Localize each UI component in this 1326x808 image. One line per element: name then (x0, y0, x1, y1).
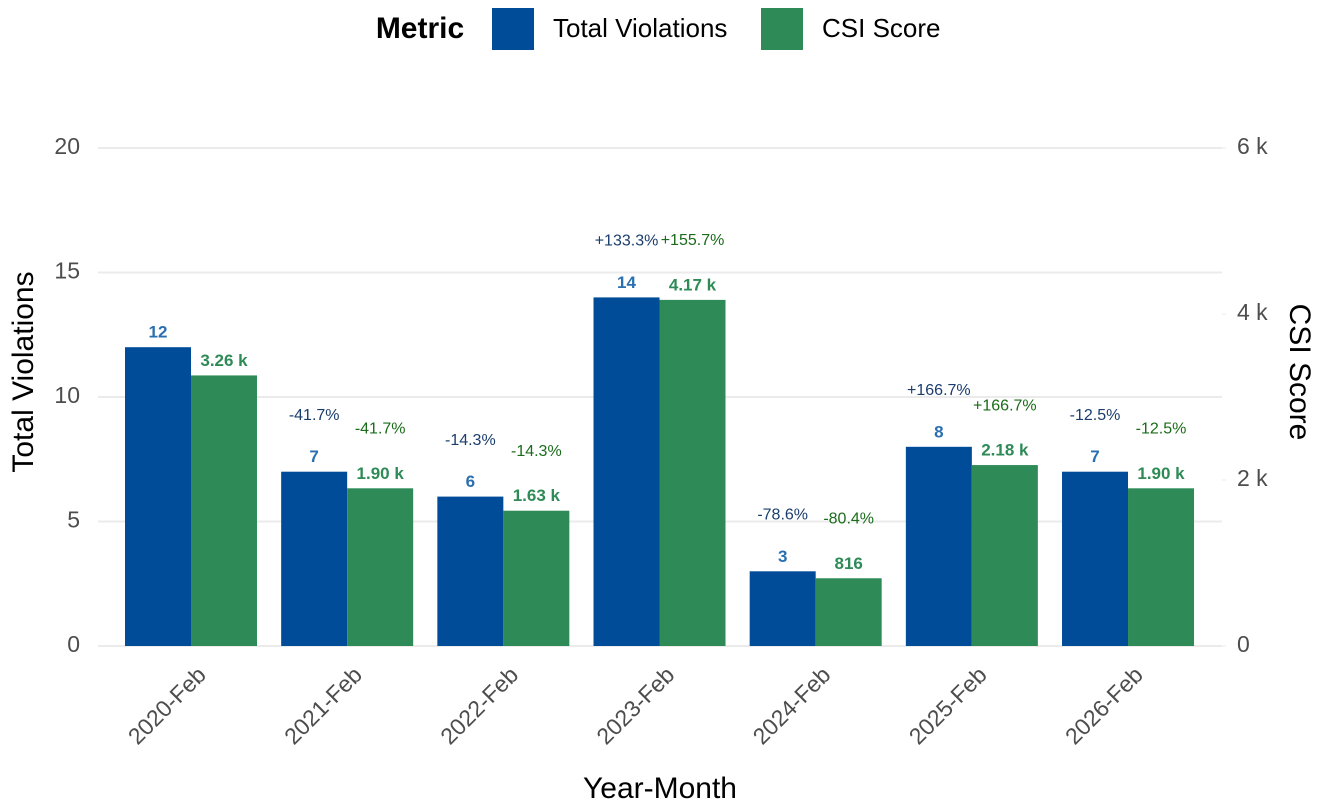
y2-tick-label: 2 k (1237, 465, 1268, 491)
x-tick-label: 2022-Feb (435, 661, 523, 749)
change-label: +166.7% (973, 397, 1037, 414)
change-label: -80.4% (823, 510, 874, 527)
bar (659, 299, 726, 646)
value-label: 4.17 k (669, 275, 717, 294)
change-label: +133.3% (595, 233, 659, 250)
legend-swatch (492, 8, 534, 50)
x-tick-label: 2021-Feb (279, 661, 367, 749)
legend-swatch (761, 8, 803, 50)
value-label: 1.63 k (513, 486, 561, 505)
change-label: -14.3% (445, 432, 496, 449)
y-tick-label: 15 (54, 258, 80, 284)
bar (749, 571, 816, 646)
y-tick-label: 10 (54, 382, 80, 408)
bar (347, 488, 414, 646)
y2-tick-label: 4 k (1237, 299, 1268, 325)
y2-tick-label: 6 k (1237, 133, 1268, 159)
value-label: 6 (466, 472, 475, 491)
x-tick-label: 2023-Feb (591, 661, 679, 749)
value-label: 12 (149, 323, 168, 342)
x-tick-label: 2024-Feb (748, 661, 836, 749)
value-label: 7 (1090, 447, 1099, 466)
change-label: +155.7% (661, 232, 725, 249)
y2-tick-label: 0 (1237, 631, 1250, 657)
change-label: -14.3% (511, 443, 562, 460)
value-label: 3 (778, 547, 787, 566)
x-tick-label: 2026-Feb (1060, 661, 1148, 749)
bar (191, 375, 257, 646)
x-axis-title: Year-Month (583, 772, 737, 805)
legend-label: CSI Score (822, 13, 941, 43)
change-label: -12.5% (1136, 421, 1187, 438)
y-tick-label: 0 (67, 631, 80, 657)
bar (1062, 471, 1129, 646)
x-tick-label: 2025-Feb (904, 661, 992, 749)
change-label: -78.6% (757, 507, 808, 524)
bar (815, 578, 882, 646)
value-label: 816 (834, 554, 862, 573)
value-label: 14 (617, 273, 636, 292)
value-label: 1.90 k (357, 464, 405, 483)
bar (125, 347, 191, 646)
bar (971, 465, 1038, 646)
y-tick-label: 5 (67, 507, 80, 533)
change-label: -12.5% (1070, 407, 1121, 424)
bar (905, 446, 972, 646)
y-tick-label: 20 (54, 133, 80, 159)
y2-axis-title: CSI Score (1283, 304, 1316, 441)
value-label: 2.18 k (981, 441, 1029, 460)
bar (503, 510, 570, 646)
legend-title: Metric (376, 12, 464, 45)
value-label: 8 (934, 422, 943, 441)
value-label: 3.26 k (200, 351, 248, 370)
y-axis-title: Total Violations (7, 271, 40, 472)
legend-label: Total Violations (553, 13, 727, 43)
change-label: +166.7% (907, 382, 971, 399)
bar (593, 297, 660, 646)
change-label: -41.7% (289, 407, 340, 424)
bar (437, 496, 504, 646)
bar (281, 471, 348, 646)
x-tick-label: 2020-Feb (123, 661, 211, 749)
value-label: 7 (309, 447, 318, 466)
bar (1128, 488, 1195, 646)
value-label: 1.90 k (1137, 464, 1185, 483)
change-label: -41.7% (355, 421, 406, 438)
